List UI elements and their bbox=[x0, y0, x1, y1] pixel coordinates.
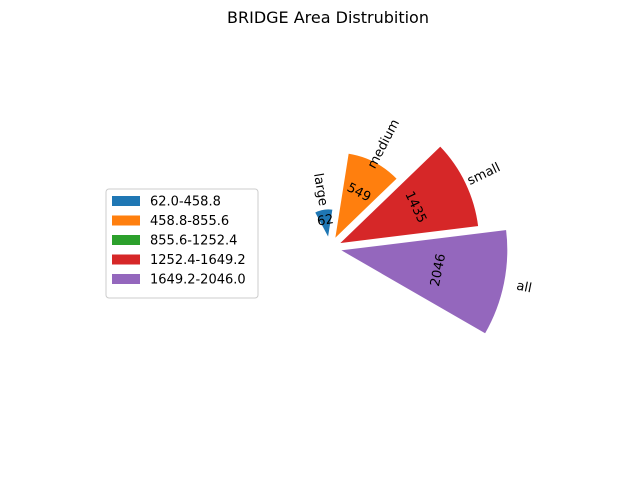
slice-category-label: small bbox=[465, 160, 503, 188]
chart-title: BRIDGE Area Distrubition bbox=[227, 8, 429, 27]
legend-frame bbox=[105, 188, 259, 299]
legend-swatch bbox=[112, 274, 140, 284]
pie-slice-medium bbox=[333, 152, 398, 241]
slice-category-label: large bbox=[310, 172, 330, 207]
slice-value-label: 2046 bbox=[428, 252, 449, 287]
legend-swatch bbox=[112, 235, 140, 245]
legend-label: 855.6-1252.4 bbox=[150, 234, 237, 249]
pie-slices bbox=[313, 145, 509, 335]
legend: 62.0-458.8 458.8-855.6 855.6-1252.4 1252.4-… bbox=[105, 188, 259, 299]
legend-label: 458.8-855.6 bbox=[150, 214, 229, 229]
pie-slice-all bbox=[338, 228, 509, 335]
legend-swatch bbox=[112, 215, 140, 226]
slice-category-label: all bbox=[515, 279, 533, 297]
legend-label: 62.0-458.8 bbox=[150, 195, 221, 210]
slice-category-label: medium bbox=[365, 117, 403, 171]
legend-label: 1649.2-2046.0 bbox=[150, 273, 246, 288]
legend-swatch bbox=[112, 196, 140, 206]
pie-slice-large bbox=[313, 208, 334, 240]
legend-swatch bbox=[112, 254, 140, 265]
pie-slice-small bbox=[337, 145, 480, 245]
legend-label: 1252.4-1649.2 bbox=[150, 253, 246, 268]
slice-value-label: 62 bbox=[316, 212, 335, 230]
